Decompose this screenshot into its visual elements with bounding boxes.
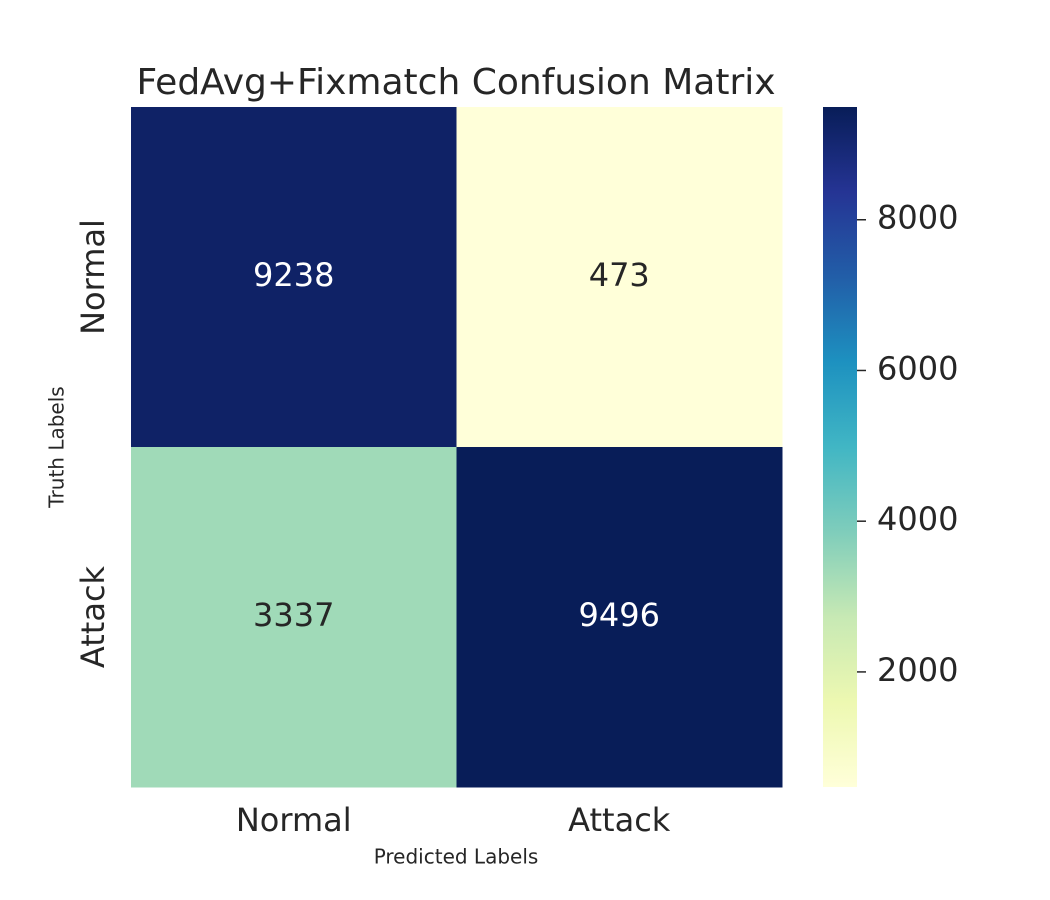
chart-title: FedAvg+Fixmatch Confusion Matrix [136,62,775,103]
cell-label: 473 [589,256,650,294]
heatmap-cell [456,447,783,788]
colorbar-tick-label: 2000 [877,651,958,689]
y-tick-label: Normal [74,219,112,335]
heatmap-cell [131,107,457,448]
heatmap-cell [131,447,457,788]
heatmap-cell [456,107,783,448]
y-axis-label: Truth Labels [45,386,69,508]
colorbar-tick-label: 8000 [877,199,958,237]
x-tick-label: Normal [236,801,352,839]
cell-label: 9496 [579,596,660,634]
colorbar-tick-label: 4000 [877,500,958,538]
x-tick-label: Attack [568,801,671,839]
y-tick-label: Attack [74,565,112,668]
x-axis-label: Predicted Labels [374,845,539,869]
colorbar-tick-label: 6000 [877,349,958,387]
cell-label: 9238 [253,256,334,294]
cell-label: 3337 [253,596,334,634]
colorbar [823,107,857,787]
